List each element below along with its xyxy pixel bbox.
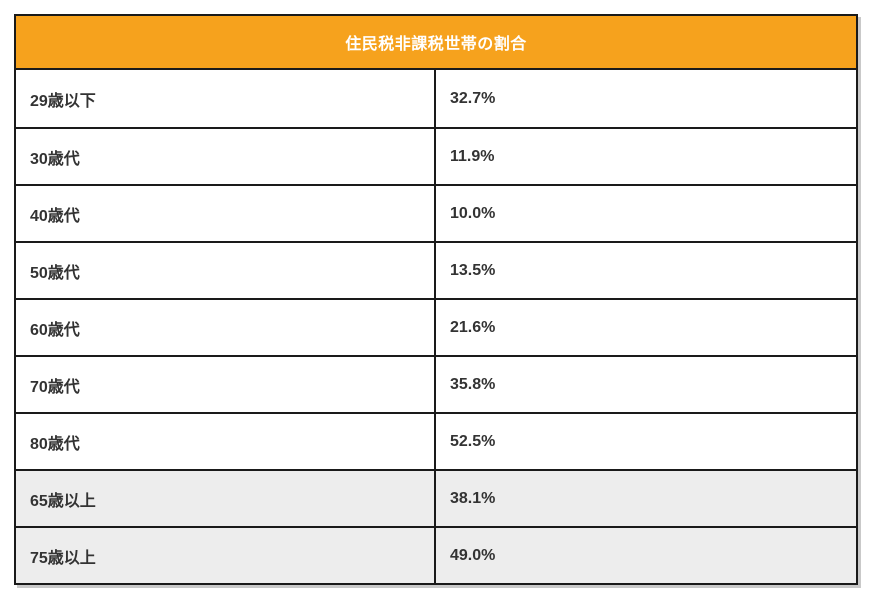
age-group-label: 70歳代 [16,357,436,412]
percentage-value: 49.0% [450,546,496,564]
age-group-label: 50歳代 [16,243,436,298]
percentage-value: 13.5% [450,261,496,279]
table-body: 29歳以下 32.7% 30歳代 11.9% 40歳代 10.0% 50歳代 1… [16,70,856,583]
table-row: 80歳代 52.5% [16,412,856,469]
age-group-label: 30歳代 [16,129,436,184]
percentage-value: 38.1% [450,489,496,507]
age-group-label: 65歳以上 [16,471,436,526]
age-group-label: 60歳代 [16,300,436,355]
table-row: 70歳代 35.8% [16,355,856,412]
table-row: 40歳代 10.0% [16,184,856,241]
percentage-value: 32.7% [450,89,496,107]
age-group-label: 75歳以上 [16,528,436,583]
age-group-label: 80歳代 [16,414,436,469]
table-row: 65歳以上 38.1% [16,469,856,526]
age-group-label: 29歳以下 [16,70,436,127]
non-taxable-households-table: 住民税非課税世帯の割合 29歳以下 32.7% 30歳代 11.9% 40歳代 … [14,14,858,585]
age-group-label: 40歳代 [16,186,436,241]
percentage-value: 11.9% [450,147,495,165]
table-row: 30歳代 11.9% [16,127,856,184]
percentage-value: 35.8% [450,375,496,393]
percentage-value: 10.0% [450,204,496,222]
table-row: 50歳代 13.5% [16,241,856,298]
table-row: 75歳以上 49.0% [16,526,856,583]
percentage-value: 21.6% [450,318,496,336]
table-row: 29歳以下 32.7% [16,70,856,127]
table-row: 60歳代 21.6% [16,298,856,355]
percentage-value: 52.5% [450,432,496,450]
table-title: 住民税非課税世帯の割合 [16,16,856,70]
